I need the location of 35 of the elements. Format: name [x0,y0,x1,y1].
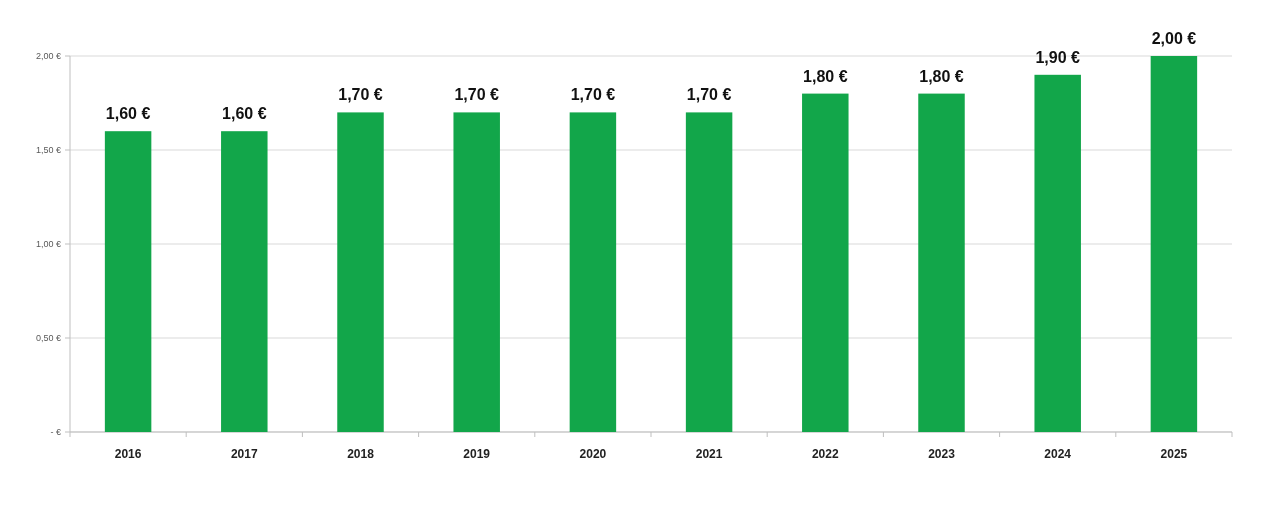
x-tick-label: 2023 [928,447,956,461]
bar [918,93,965,432]
data-label: 1,60 € [105,105,151,123]
bar [104,131,152,432]
data-label: 1,90 € [1035,48,1081,66]
bar [569,112,617,432]
x-tick-label: 2016 [114,447,142,461]
x-tick-label: 2020 [579,447,607,461]
bar [221,131,268,432]
bar [337,112,384,432]
data-label: 1,60 € [222,105,267,123]
data-label: 1,80 € [919,67,964,85]
bar [685,112,733,432]
data-label: 1,70 € [454,86,500,104]
x-tick-label: 2018 [347,447,375,461]
data-label: 1,70 € [686,86,732,104]
x-tick-label: 2024 [1044,447,1072,461]
data-label: 2,00 € [1151,30,1197,47]
data-label: 1,70 € [570,86,616,104]
data-label: 1,80 € [803,67,848,85]
y-tick-label: 2,00 € [35,51,61,62]
y-tick-label: 0,50 € [35,333,61,344]
x-tick-label: 2025 [1160,447,1188,461]
bar [1034,74,1081,432]
x-tick-label: 2022 [811,447,839,461]
bar [802,93,849,432]
x-tick-label: 2019 [463,447,491,461]
bar [453,112,500,432]
data-label: 1,70 € [338,86,383,104]
y-tick-label: 1,50 € [35,145,61,156]
y-tick-label: 1,00 € [35,239,61,250]
x-tick-label: 2017 [230,447,258,461]
bar [1150,56,1198,432]
y-tick-label: - € [50,427,61,438]
x-tick-label: 2021 [695,447,723,461]
